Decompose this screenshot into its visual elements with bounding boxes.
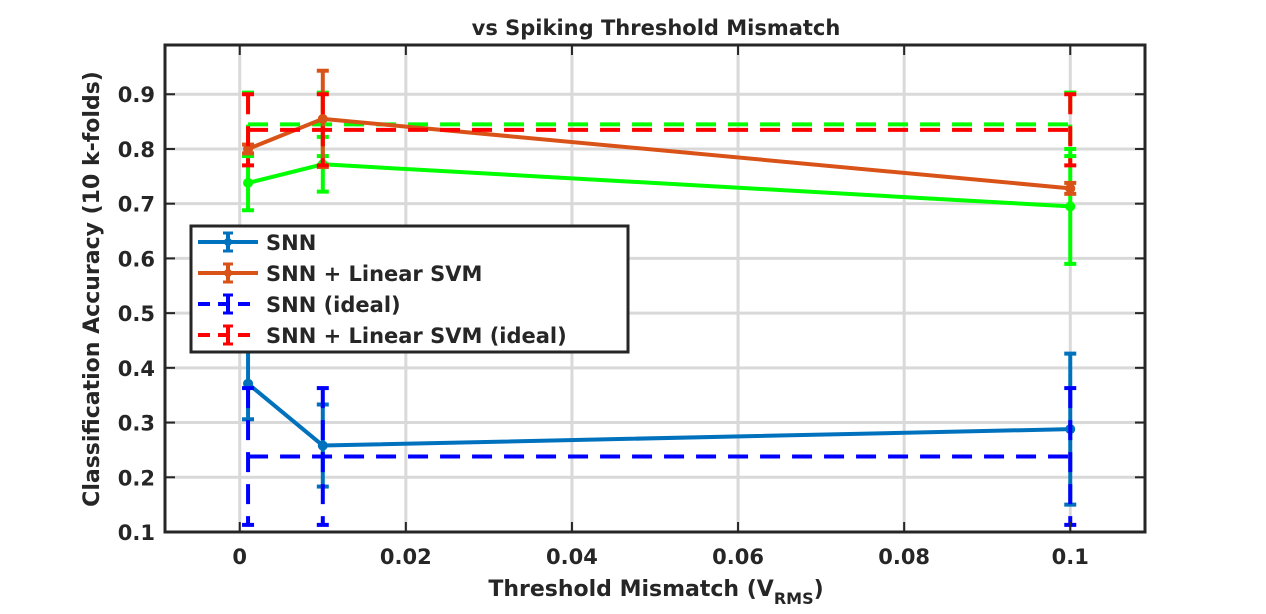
x-axis-label-main: Threshold Mismatch (V bbox=[488, 577, 774, 602]
x-tick-label: 0.06 bbox=[712, 545, 764, 569]
legend-item: SNN + Linear SVM bbox=[198, 262, 482, 286]
axes-box bbox=[163, 43, 1147, 534]
data-point bbox=[243, 177, 254, 188]
y-tick-label: 0.4 bbox=[118, 357, 155, 381]
legend-item: SNN (ideal) bbox=[198, 293, 401, 317]
data-point bbox=[1065, 183, 1076, 194]
series-2 bbox=[242, 386, 1077, 527]
legend-box bbox=[189, 224, 630, 354]
legend-item: SNN bbox=[198, 231, 316, 255]
legend-label: SNN bbox=[266, 231, 316, 255]
legend-marker bbox=[224, 269, 232, 277]
y-tick-label: 0.1 bbox=[118, 521, 155, 545]
legend-label: SNN (ideal) bbox=[266, 293, 401, 317]
legend-item: SNN + Linear SVM (ideal) bbox=[198, 324, 567, 348]
x-tick-label: 0.02 bbox=[380, 545, 432, 569]
series-1 bbox=[242, 68, 1077, 196]
y-tick-label: 0.8 bbox=[118, 138, 155, 162]
series-layer bbox=[242, 68, 1077, 527]
data-point bbox=[317, 440, 328, 451]
x-axis-label-close: ) bbox=[814, 577, 824, 602]
series-0 bbox=[242, 346, 1077, 507]
y-tick-label: 0.2 bbox=[118, 466, 155, 490]
series-line bbox=[247, 116, 1071, 191]
legend-label: SNN + Linear SVM (ideal) bbox=[266, 324, 567, 348]
x-tick-label: 0.08 bbox=[878, 545, 930, 569]
y-tick-label: 0.3 bbox=[118, 412, 155, 436]
ticks: 0 0.02 0.04 0.06 0.08 0.1 0.1 0.2 0.3 0.4 0.5 0.6 0.… bbox=[118, 45, 1145, 569]
y-axis-label: Classification Accuracy (10 k-folds) bbox=[80, 71, 105, 507]
legend: SNN SNN + Linear SVM SNN (ideal) SNN + Line… bbox=[189, 224, 630, 354]
series-line bbox=[246, 382, 1071, 448]
series-3 bbox=[242, 92, 1077, 168]
legend-items: SNN SNN + Linear SVM SNN (ideal) SNN + Line… bbox=[198, 231, 567, 348]
chart-title: vs Spiking Threshold Mismatch bbox=[472, 16, 841, 40]
y-tick-label: 0.6 bbox=[118, 247, 155, 271]
y-tick-label: 0.7 bbox=[118, 193, 155, 217]
series-line bbox=[247, 162, 1071, 209]
y-tick-label: 0.9 bbox=[118, 83, 155, 107]
data-point bbox=[243, 143, 254, 154]
x-axis-label: Threshold Mismatch (VRMS) bbox=[488, 577, 823, 608]
data-point bbox=[1065, 201, 1076, 212]
x-axis-label-subscript: RMS bbox=[774, 589, 814, 608]
legend-marker bbox=[224, 238, 232, 246]
data-point bbox=[317, 113, 328, 124]
y-tick-label: 0.5 bbox=[118, 302, 155, 326]
x-tick-label: 0 bbox=[232, 545, 247, 569]
legend-label: SNN + Linear SVM bbox=[266, 262, 482, 286]
x-tick-label: 0.1 bbox=[1052, 545, 1089, 569]
x-tick-label: 0.04 bbox=[546, 545, 598, 569]
